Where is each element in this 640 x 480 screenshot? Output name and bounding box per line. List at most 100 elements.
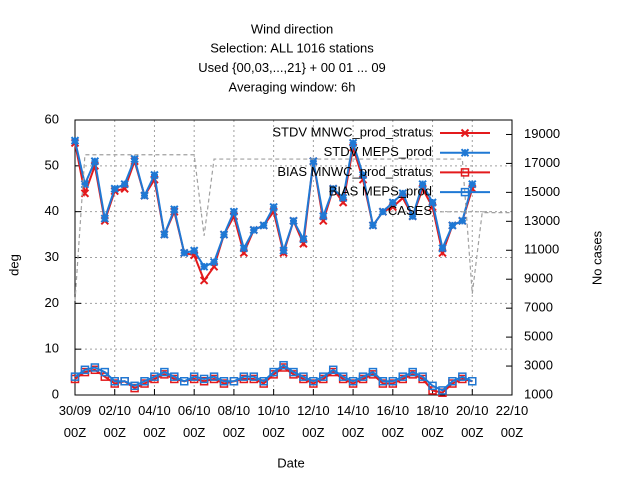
legend-label: BIAS MEPS_prod [329,184,432,199]
y2-axis-label: No cases [589,230,604,285]
y2-tick-label: 17000 [524,155,560,170]
marker [90,157,100,166]
marker [229,207,239,216]
marker [70,372,80,381]
marker [289,367,298,377]
marker [358,170,368,180]
marker [388,377,398,386]
marker [249,225,258,235]
marker [70,136,80,145]
y-tick-label: 50 [45,157,59,172]
marker [239,372,249,381]
y2-tick-label: 7000 [524,300,553,315]
x-tick-label: 18/10 00Z [416,403,449,440]
y2-tick-label: 3000 [524,357,553,372]
marker [199,374,209,384]
marker [229,377,239,386]
marker [279,246,288,255]
marker [269,367,278,377]
marker [338,193,348,203]
marker [160,230,169,239]
marker [408,367,417,377]
y-axis-label: deg [6,254,21,276]
y2-tick-label: 9000 [524,271,553,286]
marker [150,170,159,180]
legend-label: STDV MEPS_prod [324,144,432,159]
x-tick-label: 16/10 00Z [376,403,410,440]
marker [438,244,447,253]
marker [209,372,219,381]
x-tick-label: 08/10 00Z [217,403,251,440]
x-tick-label: 06/10 00Z [177,403,211,440]
marker [130,381,139,391]
chart-title: Averaging window: 6h [229,79,356,94]
marker [348,138,358,148]
marker [120,377,129,386]
marker [100,214,110,223]
marker [448,221,457,230]
marker [378,377,388,386]
marker [249,372,259,381]
legend-marker [460,148,470,157]
marker [289,216,298,226]
y-tick-label: 30 [45,249,59,264]
legend-label: BIAS MNWC_prod_stratus [277,164,432,179]
y2-tick-label: 11000 [524,242,559,257]
marker [279,360,288,370]
legend-marker [460,168,470,177]
marker [189,372,199,381]
y-tick-label: 60 [45,111,59,126]
x-tick-label: 10/10 00Z [257,403,290,440]
marker [309,377,318,386]
marker [140,377,149,386]
legend-label: STDV MNWC_prod_stratus [272,124,432,139]
chart-title: Used {00,03,...,21} + 00 01 ... 09 [198,60,386,75]
y-tick-label: 40 [45,203,59,218]
marker [80,179,90,189]
marker [239,244,249,253]
marker [90,363,100,372]
marker [468,377,477,386]
marker [299,372,308,381]
marker [468,179,477,189]
marker [348,377,358,386]
marker [199,276,209,285]
marker [219,230,229,239]
marker [458,372,467,381]
y-tick-label: 0 [52,386,59,401]
y2-tick-label: 1000 [524,386,553,401]
marker [458,216,467,226]
marker [110,184,119,193]
marker [259,221,268,230]
marker [378,207,388,216]
marker [269,202,278,212]
marker [189,246,199,255]
marker [398,372,407,381]
marker [170,372,179,381]
x-tick-label: 20/10 00Z [455,403,489,440]
marker [140,191,149,200]
marker [110,377,119,386]
marker [358,372,368,381]
y-tick-label: 20 [45,295,59,310]
y2-tick-label: 13000 [524,213,560,228]
marker [328,365,338,375]
marker [170,205,179,214]
x-tick-label: 04/10 00Z [138,403,171,440]
marker [160,367,169,377]
marker [299,234,308,244]
marker [180,377,189,386]
marker [368,367,378,377]
marker [388,198,398,207]
x-axis-label: Date [277,455,304,470]
marker [209,257,219,267]
marker [418,179,427,189]
marker [418,372,427,381]
plot-frame [74,119,513,396]
x-tick-label: 22/10 00Z [495,403,529,440]
chart-title: Selection: ALL 1016 stations [210,41,374,56]
y2-tick-label: 5000 [524,329,553,344]
y2-tick-label: 15000 [524,184,560,199]
marker [150,372,159,381]
x-tick-label: 30/09 00Z [58,403,92,440]
